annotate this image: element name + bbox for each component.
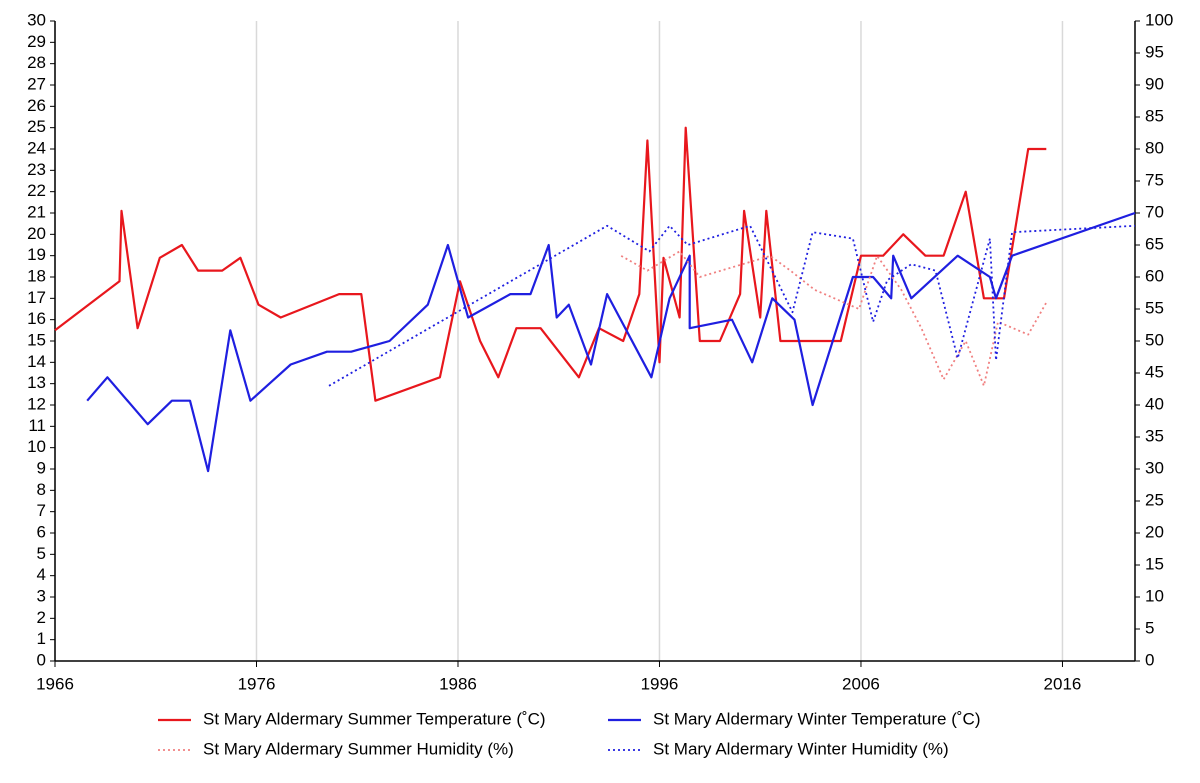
y-tick-label: 28 <box>27 53 46 72</box>
y2-tick-label: 50 <box>1145 330 1164 349</box>
y2-tick-label: 30 <box>1145 458 1164 477</box>
y2-tick-label: 95 <box>1145 42 1164 61</box>
y-tick-label: 0 <box>37 650 46 669</box>
y2-tick-label: 15 <box>1145 554 1164 573</box>
y-tick-label: 23 <box>27 160 46 179</box>
series-line <box>54 126 1047 402</box>
y2-tick-label: 80 <box>1145 138 1164 157</box>
y-tick-label: 8 <box>37 480 46 499</box>
y2-tick-label: 45 <box>1145 362 1164 381</box>
x-tick-label: 1986 <box>439 674 477 693</box>
y-tick-label: 22 <box>27 181 46 200</box>
y2-tick-label: 10 <box>1145 586 1164 605</box>
y-tick-label: 1 <box>37 629 46 648</box>
y-tick-label: 12 <box>27 394 46 413</box>
series-line <box>86 211 1136 473</box>
y-tick-label: 3 <box>37 586 46 605</box>
y-tick-label: 24 <box>27 138 46 157</box>
y-tick-label: 29 <box>27 32 46 51</box>
y2-tick-label: 0 <box>1145 650 1154 669</box>
y-tick-label: 19 <box>27 245 46 264</box>
y2-tick-label: 60 <box>1145 266 1164 285</box>
y-tick-label: 11 <box>28 416 46 435</box>
y-tick-label: 15 <box>27 330 46 349</box>
legend-label: St Mary Aldermary Summer Temperature (˚C… <box>203 709 546 728</box>
y-tick-label: 16 <box>27 309 46 328</box>
x-tick-label: 1976 <box>238 674 276 693</box>
y2-tick-label: 55 <box>1145 298 1164 317</box>
y2-tick-label: 5 <box>1145 618 1154 637</box>
y2-tick-label: 65 <box>1145 234 1164 253</box>
legend-label: St Mary Aldermary Summer Humidity (%) <box>203 739 514 758</box>
x-tick-label: 1966 <box>36 674 74 693</box>
y-tick-label: 20 <box>27 224 46 243</box>
y2-tick-label: 75 <box>1145 170 1164 189</box>
x-tick-label: 1996 <box>641 674 679 693</box>
y-tick-label: 21 <box>27 202 46 221</box>
y-tick-label: 18 <box>27 266 46 285</box>
y2-tick-label: 90 <box>1145 74 1164 93</box>
y2-tick-label: 25 <box>1145 490 1164 509</box>
legend-label: St Mary Aldermary Winter Temperature (˚C… <box>653 709 980 728</box>
y-tick-label: 9 <box>37 458 46 477</box>
y-tick-label: 30 <box>27 10 46 29</box>
y-tick-label: 6 <box>37 522 46 541</box>
y-tick-label: 17 <box>27 288 46 307</box>
legend-label: St Mary Aldermary Winter Humidity (%) <box>653 739 949 758</box>
x-tick-label: 2016 <box>1044 674 1082 693</box>
y-tick-label: 7 <box>37 501 46 520</box>
y2-tick-label: 35 <box>1145 426 1164 445</box>
y-tick-label: 5 <box>37 544 46 563</box>
y-tick-label: 4 <box>37 565 46 584</box>
x-tick-label: 2006 <box>842 674 880 693</box>
y2-tick-label: 40 <box>1145 394 1164 413</box>
y-tick-label: 2 <box>37 608 46 627</box>
y2-tick-label: 20 <box>1145 522 1164 541</box>
y-tick-label: 26 <box>27 96 46 115</box>
y-tick-label: 13 <box>27 373 46 392</box>
y-tick-label: 25 <box>27 117 46 136</box>
y-tick-label: 14 <box>27 352 46 371</box>
y2-tick-label: 70 <box>1145 202 1164 221</box>
series-line <box>328 224 1136 387</box>
y2-tick-label: 85 <box>1145 106 1164 125</box>
y2-tick-label: 100 <box>1145 10 1173 29</box>
y-tick-label: 27 <box>27 74 46 93</box>
y-tick-label: 10 <box>27 437 46 456</box>
